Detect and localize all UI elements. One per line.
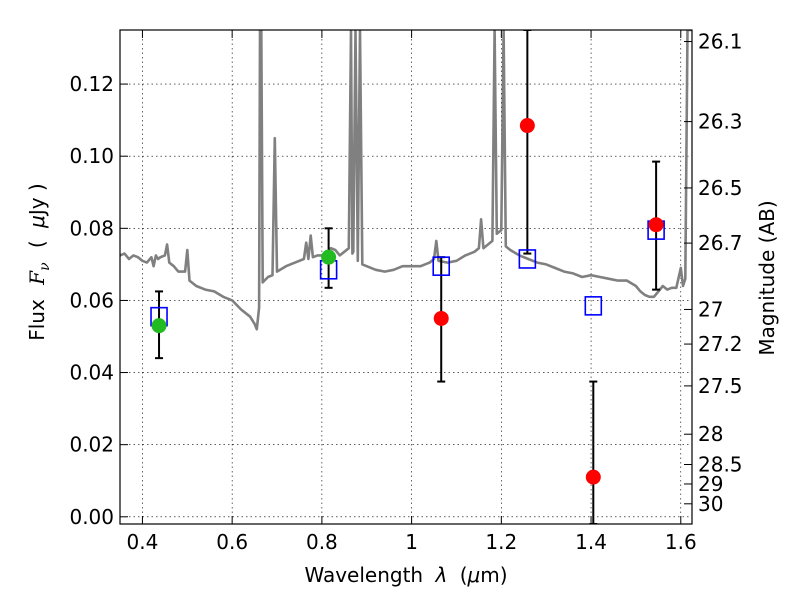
y-tick-label: 0.02 <box>69 433 114 457</box>
y-axis-title: Flux Fν ( μJy ) <box>25 183 54 341</box>
grid <box>120 30 692 524</box>
x-tick-label: 1.6 <box>665 530 697 554</box>
y-axis-symbol: F <box>25 270 49 286</box>
y2-axis-title: Magnitude (AB) <box>755 200 779 355</box>
template-spectrum-line <box>120 30 692 331</box>
x-axis-unit-open: ( <box>460 563 468 587</box>
y2-tick-label: 28 <box>698 422 723 446</box>
model-square <box>432 256 451 276</box>
x-tick-label: 0.4 <box>127 530 159 554</box>
y2-tick-label: 27.2 <box>698 332 743 356</box>
x-axis-unit-mu: μ <box>467 563 481 587</box>
y2-tick-label: 30 <box>698 492 723 516</box>
y-tick-label: 0.04 <box>69 361 114 385</box>
y-tick-label: 0.10 <box>69 144 114 168</box>
y2-tick-label: 27 <box>698 297 723 321</box>
y-axis-label: Flux <box>25 299 49 341</box>
green-point <box>321 249 337 265</box>
y-tick-label: 0.08 <box>69 216 114 240</box>
y-axis-subscript: ν <box>37 262 53 271</box>
y-axis-unit-mu: μ <box>25 215 49 229</box>
model-square <box>518 249 537 269</box>
x-tick-label: 1.2 <box>485 530 517 554</box>
x-axis-title: Wavelength λ (μm) <box>304 563 507 587</box>
y-axis-unit-rest: Jy ) <box>25 183 49 217</box>
axis-ticks: 0.4 0.6 0.8 1 1.2 1.4 1.6 0.00 0.02 0.04 0.06 0.08 0… <box>69 30 742 554</box>
green-point <box>151 318 167 334</box>
x-tick-label: 0.8 <box>306 530 338 554</box>
y-axis-unit-open: ( <box>25 240 49 248</box>
y2-tick-label: 26.7 <box>698 231 743 255</box>
x-axis-symbol: λ <box>434 563 447 587</box>
model-square <box>584 296 603 316</box>
red-point <box>519 118 535 134</box>
y-tick-label: 0.06 <box>69 288 114 312</box>
x-tick-label: 1.4 <box>575 530 607 554</box>
x-tick-label: 0.6 <box>216 530 248 554</box>
y2-tick-label: 27.5 <box>698 374 743 398</box>
red-point <box>433 310 449 326</box>
y2-tick-label: 26.3 <box>698 110 743 134</box>
y2-tick-label: 29 <box>698 472 723 496</box>
y2-tick-label: 26.1 <box>698 30 743 54</box>
plot-frame <box>119 29 693 525</box>
y2-tick-label: 26.5 <box>698 176 743 200</box>
red-point <box>585 469 601 485</box>
y-tick-label: 0.00 <box>69 505 114 529</box>
x-axis-unit-rest: m) <box>480 563 507 587</box>
x-tick-label: 1 <box>405 530 418 554</box>
y-tick-label: 0.12 <box>69 72 114 96</box>
x-axis-label: Wavelength <box>304 563 423 587</box>
template-spectrum <box>120 30 692 331</box>
y2-tick-label: 28.5 <box>698 453 743 477</box>
red-point <box>648 217 664 233</box>
photometry-markers <box>150 118 665 485</box>
